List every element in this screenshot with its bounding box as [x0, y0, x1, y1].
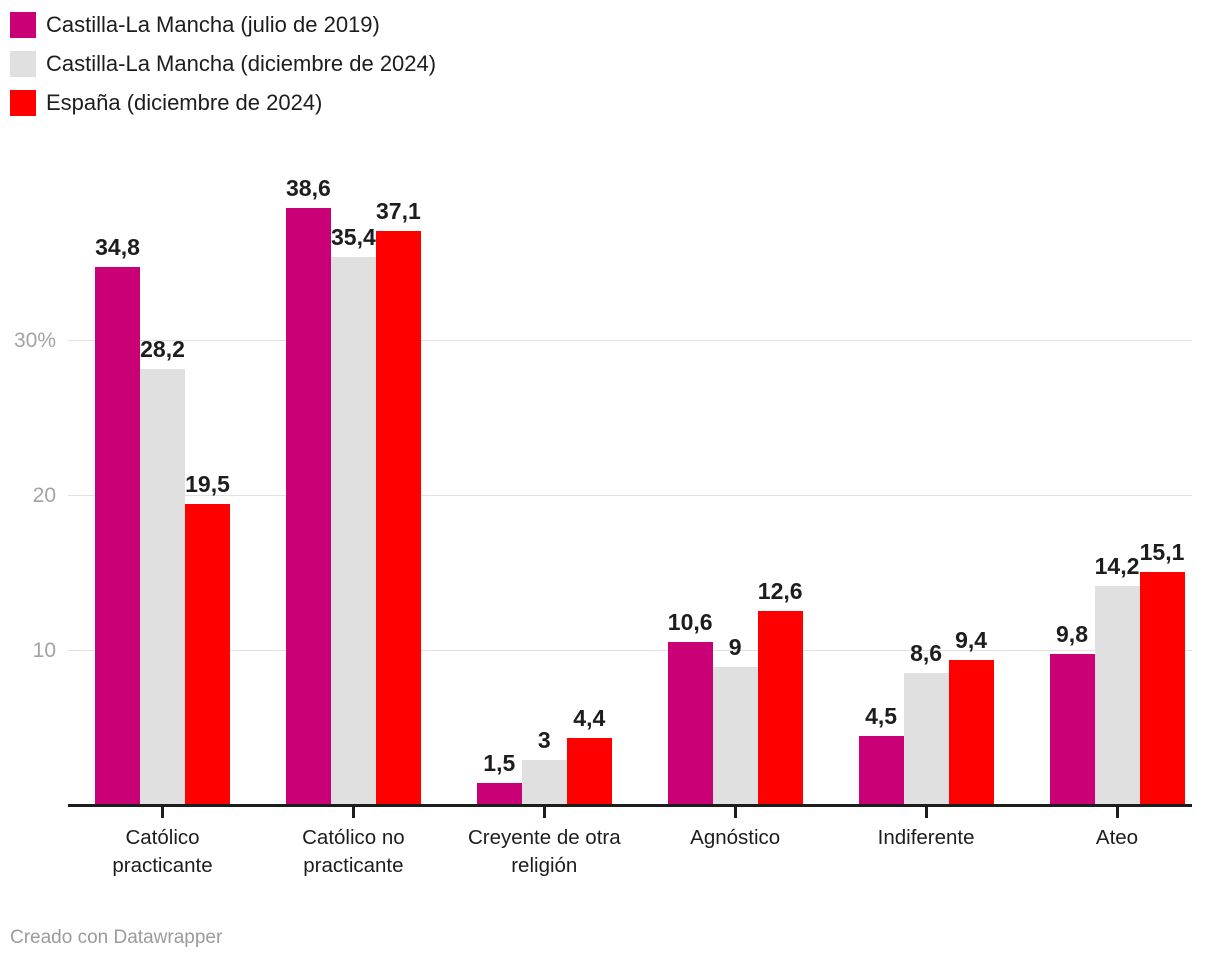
bar-value-label: 28,2: [140, 335, 185, 362]
bar-value-label: 4,4: [573, 704, 606, 731]
x-axis-tick: [733, 807, 737, 818]
bar-value-label: 9,8: [1056, 621, 1088, 648]
x-axis: Católico practicante Católico no practica…: [68, 806, 1192, 906]
bar[interactable]: [667, 641, 713, 806]
bar-value-label: 34,8: [95, 233, 140, 260]
bar[interactable]: [95, 266, 140, 806]
category-label: Creyente de otra religión: [467, 826, 621, 877]
y-axis-tick-label: 20: [32, 484, 56, 507]
bar[interactable]: [566, 737, 612, 806]
bar[interactable]: [1049, 654, 1095, 806]
bar-value-label: 9: [728, 633, 742, 660]
legend: Castilla-La Mancha (julio de 2019) Casti…: [10, 12, 436, 129]
bar-value-label: 9,4: [955, 627, 988, 654]
x-axis-tick: [351, 807, 355, 818]
y-axis-tick-label: 30%: [13, 329, 56, 352]
bar-value-label: 38,6: [286, 174, 331, 201]
bar-value-label: 35,4: [331, 224, 376, 251]
legend-label: Castilla-La Mancha (julio de 2019): [46, 12, 380, 37]
x-axis-tick: [924, 807, 928, 818]
legend-swatch-icon: [10, 90, 36, 116]
category-label: Ateo: [1095, 826, 1139, 849]
legend-item: Castilla-La Mancha (julio de 2019): [10, 12, 436, 38]
bar-value-label: 10,6: [667, 608, 713, 635]
datawrapper-credit[interactable]: Creado con Datawrapper: [10, 927, 223, 948]
legend-label: Castilla-La Mancha (diciembre de 2024): [46, 51, 437, 76]
category-label: Católico practicante: [112, 826, 213, 877]
bar[interactable]: [712, 666, 758, 806]
bar-value-label: 19,5: [185, 470, 230, 497]
bar[interactable]: [903, 672, 949, 806]
bar[interactable]: [375, 230, 421, 806]
bar-value-label: 3: [537, 726, 551, 753]
gridline: [68, 340, 1192, 341]
x-axis-tick: [542, 807, 546, 818]
bar[interactable]: [285, 207, 331, 806]
bar-value-label: 1,5: [483, 749, 516, 776]
category-label: Agnóstico: [690, 826, 781, 849]
bar[interactable]: [476, 782, 522, 806]
category-label: Indiferente: [877, 826, 975, 849]
plot-area: 34,8 28,2 19,5 38,6 35,4 37,1 1,5 3 4,4 10,6 9 12,6…: [68, 160, 1192, 807]
bar[interactable]: [521, 759, 567, 806]
legend-swatch-icon: [10, 51, 36, 77]
bar-value-label: 37,1: [376, 197, 421, 224]
bar[interactable]: [1139, 571, 1185, 806]
bar[interactable]: [757, 610, 803, 806]
category-label: Católico no practicante: [302, 826, 405, 877]
bar-value-label: 4,5: [865, 703, 898, 730]
bar[interactable]: [1094, 585, 1140, 806]
bar-value-label: 14,2: [1094, 552, 1140, 579]
bar-value-label: 8,6: [910, 639, 943, 666]
legend-item: Castilla-La Mancha (diciembre de 2024): [10, 51, 436, 77]
bar-value-label: 15,1: [1139, 538, 1185, 565]
y-axis: 10 20 30%: [0, 160, 56, 806]
bar[interactable]: [140, 368, 185, 806]
legend-swatch-icon: [10, 12, 36, 38]
gridline: [68, 650, 1192, 651]
y-axis-tick-label: 10: [32, 639, 56, 662]
legend-label: España (diciembre de 2024): [46, 90, 323, 115]
bar[interactable]: [330, 257, 376, 806]
x-axis-tick: [1115, 807, 1119, 818]
x-axis-baseline: [68, 804, 1192, 807]
bar[interactable]: [185, 503, 230, 806]
gridline: [68, 495, 1192, 496]
x-axis-tick: [161, 807, 164, 818]
legend-item: España (diciembre de 2024): [10, 90, 436, 116]
bar[interactable]: [858, 736, 904, 806]
bar-value-label: 12,6: [757, 577, 803, 604]
bar[interactable]: [948, 660, 994, 806]
